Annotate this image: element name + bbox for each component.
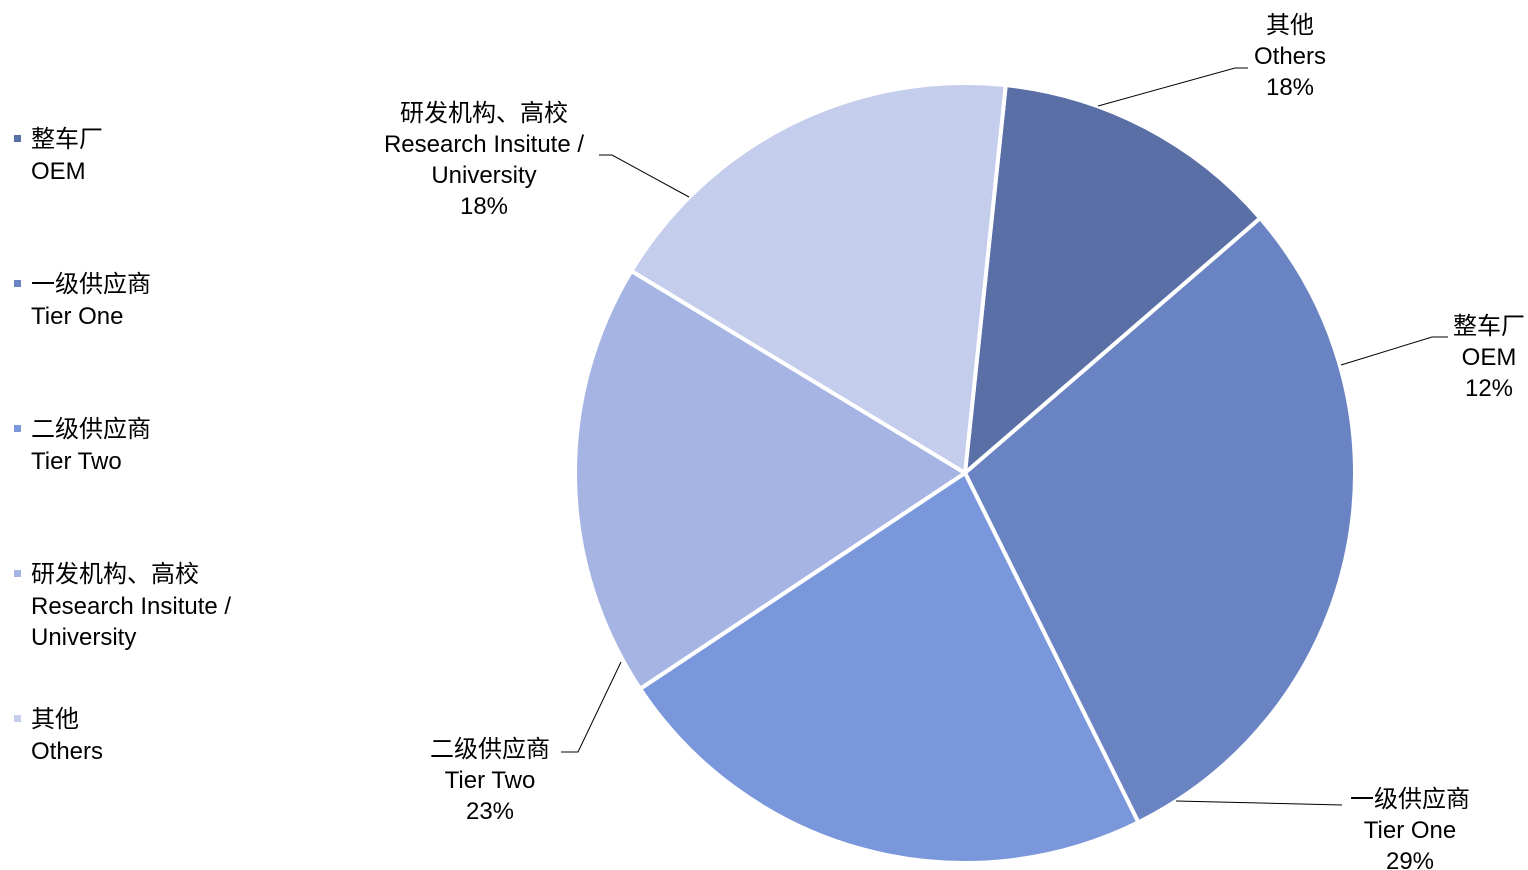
leader-line xyxy=(1340,336,1448,366)
pie-slice xyxy=(638,471,1141,865)
data-label-value: 18% xyxy=(1266,74,1314,101)
legend-label-zh: 二级供应商 xyxy=(31,416,151,443)
legend-label-en: OEM xyxy=(31,158,86,185)
legend-label-en-line2: University xyxy=(31,624,137,651)
legend-swatch xyxy=(14,715,21,722)
legend-label-zh: 研发机构、高校 xyxy=(31,561,199,588)
pie-slice xyxy=(573,268,967,691)
pie-slice xyxy=(963,216,1357,825)
data-label-value: 29% xyxy=(1386,848,1434,870)
legend-label-zh: 其他 xyxy=(31,706,79,733)
legend-swatch xyxy=(14,135,21,142)
data-label-en: OEM xyxy=(1462,344,1517,371)
leader-line xyxy=(1097,67,1248,107)
legend-label-en: Research Insitute / xyxy=(31,593,232,620)
data-label-en: Tier Two xyxy=(445,767,536,794)
data-labels: 整车厂 OEM 12% 一级供应商 Tier One 29% 二级供应商 Tier Two 23… xyxy=(384,12,1525,870)
data-label-en: University xyxy=(431,162,536,189)
legend-swatch xyxy=(14,570,21,577)
data-label-zh: 二级供应商 xyxy=(430,736,550,763)
data-label-value: 12% xyxy=(1465,375,1513,402)
legend-swatch xyxy=(14,280,21,287)
data-label-zh: 研发机构、高校 xyxy=(400,100,568,127)
legend-label-en: Others xyxy=(31,738,104,765)
data-label-value: 18% xyxy=(460,193,508,220)
pie-slice xyxy=(629,81,1008,475)
data-label-value: 23% xyxy=(466,798,514,825)
leader-line xyxy=(1175,800,1343,806)
leader-line xyxy=(561,661,622,753)
data-label-zh: 其他 xyxy=(1266,12,1314,39)
legend-label-en: Tier One xyxy=(31,303,124,330)
legend-label-zh: 整车厂 xyxy=(31,126,103,153)
legend-label-zh: 一级供应商 xyxy=(31,271,151,298)
pie-slices xyxy=(573,81,1357,865)
pie-slice xyxy=(963,83,1263,475)
data-label-en: Others xyxy=(1254,43,1326,70)
leader-lines xyxy=(561,67,1448,806)
leader-line xyxy=(599,154,690,198)
data-label-zh: 一级供应商 xyxy=(1350,786,1470,813)
data-label-en: Research Insitute / xyxy=(384,131,584,158)
legend-swatch xyxy=(14,425,21,432)
legend-label-en: Tier Two xyxy=(31,448,122,475)
data-label-en: Tier One xyxy=(1364,817,1456,844)
data-label-zh: 整车厂 xyxy=(1453,313,1525,340)
